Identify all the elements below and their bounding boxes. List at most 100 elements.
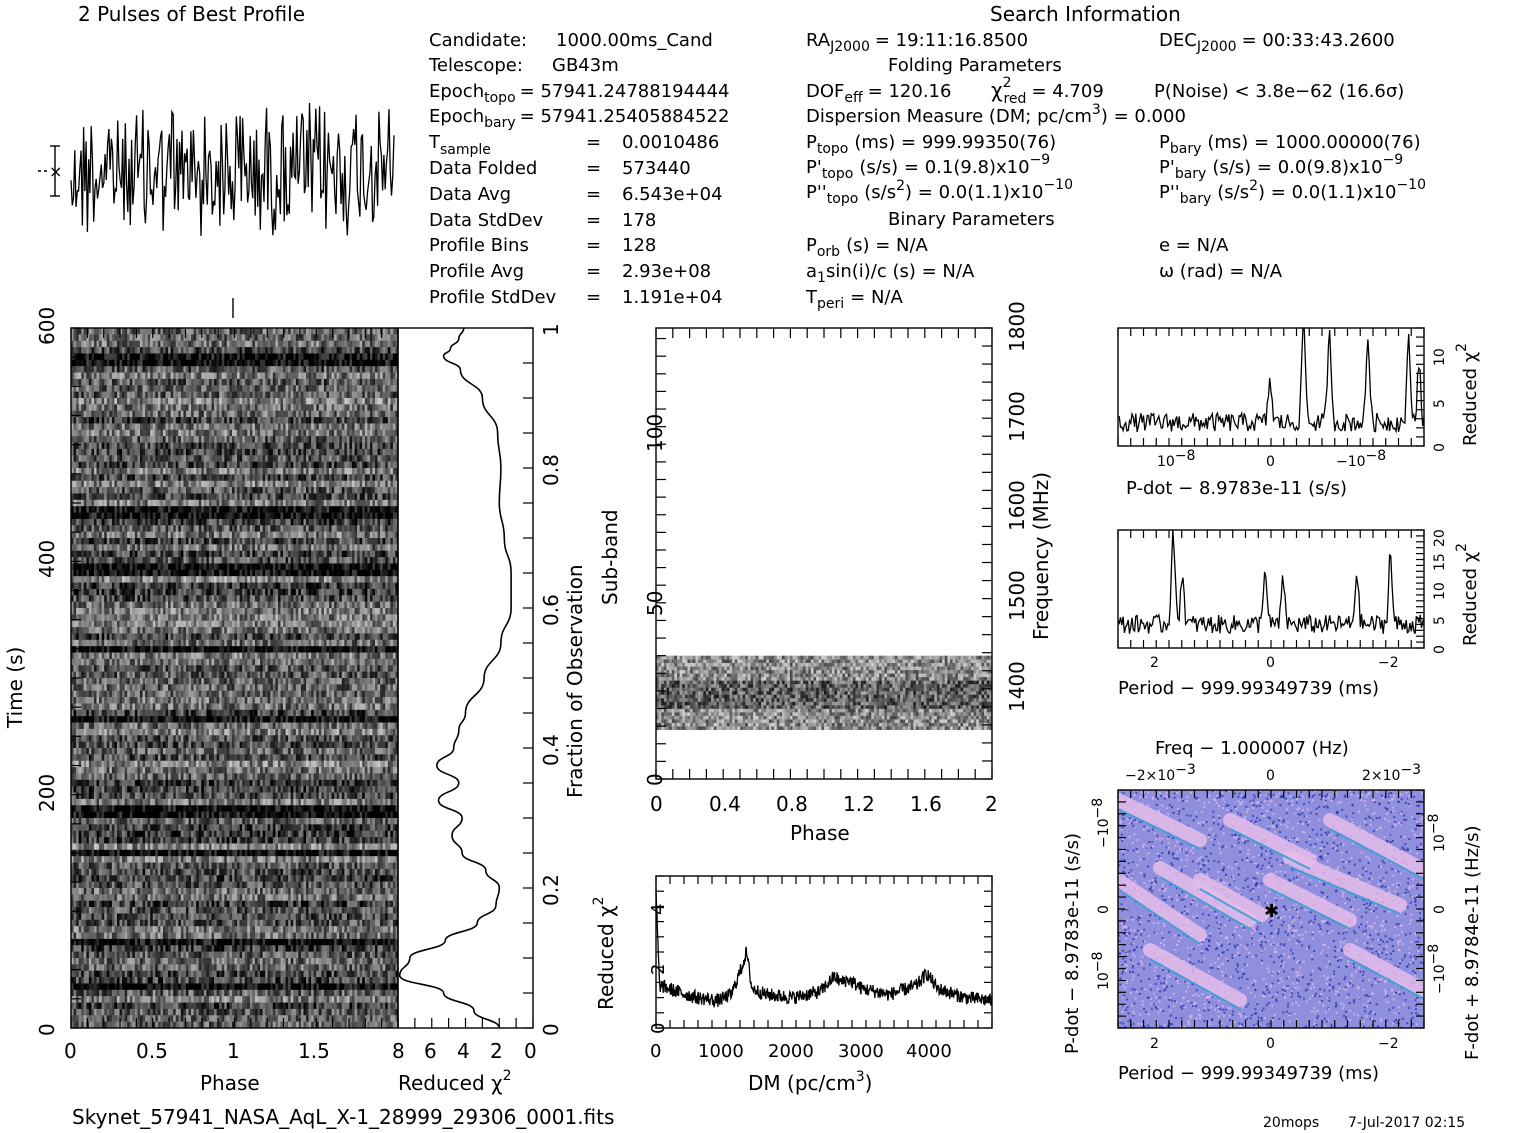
time-phase-pixel: [137, 538, 141, 545]
time-phase-pixel: [71, 506, 74, 513]
time-phase-pixel: [198, 334, 202, 342]
time-phase-pixel: [122, 455, 125, 462]
time-phase-pixel: [83, 328, 87, 335]
time-phase-pixel: [170, 372, 174, 380]
time-phase-pixel: [344, 417, 348, 424]
time-phase-pixel: [387, 417, 391, 424]
time-phase-pixel: [336, 398, 340, 405]
time-phase-pixel: [160, 429, 164, 437]
time-phase-pixel: [180, 468, 184, 475]
time-phase-pixel: [116, 334, 120, 342]
time-phase-pixel: [349, 359, 353, 367]
time-phase-pixel: [359, 461, 363, 469]
time-phase-pixel: [352, 423, 355, 431]
time-phase-pixel: [262, 378, 266, 386]
time-phase-pixel: [127, 557, 131, 564]
time-phase-pixel: [137, 372, 141, 380]
time-phase-pixel: [237, 512, 240, 520]
time-phase-pixel: [326, 328, 330, 335]
time-phase-pixel: [313, 442, 317, 450]
time-phase-pixel: [372, 538, 376, 545]
time-phase-pixel: [73, 429, 77, 437]
time-phase-pixel: [91, 487, 95, 494]
time-phase-pixel: [283, 366, 286, 373]
time-phase-pixel: [152, 557, 156, 564]
time-phase-pixel: [392, 493, 396, 501]
time-phase-pixel: [334, 398, 337, 405]
time-phase-pixel: [346, 359, 350, 367]
time-phase-pixel: [119, 378, 123, 386]
time-phase-pixel: [283, 436, 286, 443]
time-phase-pixel: [300, 404, 304, 412]
time-phase-pixel: [160, 359, 164, 367]
time-phase-pixel: [101, 378, 105, 386]
time-phase-pixel: [283, 455, 286, 462]
time-phase-pixel: [99, 366, 102, 373]
time-phase-pixel: [298, 493, 302, 501]
time-phase-pixel: [303, 353, 307, 361]
time-phase-pixel: [395, 423, 398, 431]
time-phase-pixel: [369, 557, 373, 564]
time-phase-pixel: [267, 506, 271, 513]
time-phase-pixel: [219, 442, 223, 450]
time-phase-pixel: [96, 404, 100, 412]
time-phase-pixel: [147, 385, 151, 392]
time-phase-pixel: [73, 461, 77, 469]
time-phase-pixel: [165, 423, 169, 431]
time-phase-pixel: [211, 518, 215, 526]
time-phase-pixel: [237, 531, 240, 539]
time-phase-pixel: [165, 398, 169, 405]
time-phase-pixel: [226, 347, 230, 354]
time-phase-pixel: [88, 378, 92, 386]
time-phase-pixel: [390, 480, 394, 488]
time-phase-pixel: [339, 334, 343, 342]
time-phase-pixel: [346, 461, 350, 469]
time-phase-pixel: [211, 531, 215, 539]
time-phase-pixel: [203, 569, 207, 577]
time-phase-pixel: [211, 353, 215, 361]
time-phase-pixel: [165, 512, 169, 520]
time-phase-pixel: [178, 391, 182, 399]
time-phase-pixel: [392, 506, 396, 513]
time-phase-pixel: [346, 499, 350, 507]
time-phase-pixel: [101, 404, 105, 412]
time-phase-pixel: [196, 461, 200, 469]
time-phase-pixel: [354, 487, 358, 494]
time-phase-pixel: [109, 531, 113, 539]
time-phase-pixel: [323, 410, 327, 418]
time-phase-pixel: [362, 474, 366, 482]
time-phase-pixel: [349, 544, 353, 552]
time-phase-pixel: [155, 538, 159, 545]
time-phase-pixel: [293, 455, 297, 462]
time-phase-pixel: [119, 563, 123, 571]
time-phase-pixel: [339, 328, 343, 335]
time-phase-pixel: [170, 340, 174, 348]
time-phase-pixel: [318, 531, 322, 539]
time-phase-pixel: [354, 525, 358, 532]
time-phase-pixel: [377, 340, 381, 348]
time-phase-pixel: [272, 353, 276, 361]
time-phase-pixel: [191, 455, 194, 462]
time-phase-pixel: [377, 448, 381, 456]
time-phase-pixel: [119, 468, 123, 475]
time-phase-pixel: [318, 328, 322, 335]
time-phase-pixel: [114, 550, 118, 558]
time-phase-pixel: [237, 404, 240, 412]
time-phase-pixel: [336, 417, 340, 424]
time-phase-pixel: [272, 474, 276, 482]
time-phase-pixel: [359, 544, 363, 552]
time-phase-pixel: [183, 487, 187, 494]
time-phase-pixel: [122, 531, 125, 539]
time-phase-pixel: [395, 512, 398, 520]
time-phase-pixel: [354, 455, 358, 462]
time-phase-pixel: [219, 423, 223, 431]
time-phase-pixel: [93, 359, 97, 367]
time-phase-pixel: [334, 334, 337, 342]
time-phase-pixel: [221, 480, 225, 488]
time-phase-pixel: [277, 378, 281, 386]
time-phase-pixel: [155, 474, 159, 482]
time-phase-pixel: [267, 512, 271, 520]
time-phase-pixel: [150, 398, 154, 405]
time-phase-pixel: [288, 448, 291, 456]
time-phase-pixel: [229, 436, 233, 443]
